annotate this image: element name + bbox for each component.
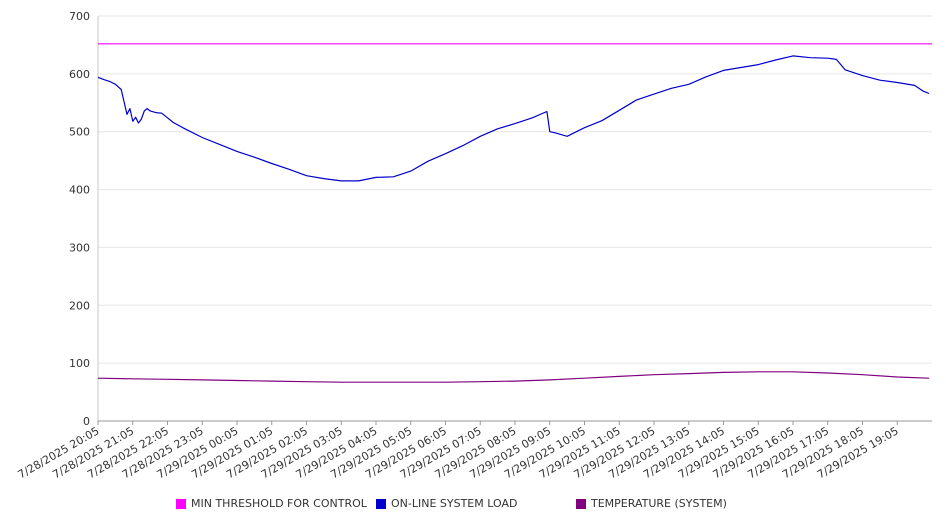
- temperature-line: [98, 372, 929, 382]
- legend-item-threshold[interactable]: MIN THRESHOLD FOR CONTROL: [176, 497, 367, 510]
- x-tick-labels: 7/28/2025 20:057/28/2025 21:057/28/2025 …: [16, 424, 901, 481]
- y-tick-label-700: 700: [69, 10, 90, 23]
- y-tick-label-0: 0: [83, 415, 90, 428]
- y-tick-label-100: 100: [69, 357, 90, 370]
- legend-label-temperature: TEMPERATURE (SYSTEM): [591, 497, 727, 510]
- legend-item-temperature[interactable]: TEMPERATURE (SYSTEM): [576, 497, 727, 510]
- system-load-line: [98, 56, 929, 181]
- y-tick-label-200: 200: [69, 299, 90, 312]
- y-tick-labels: 0 100 200 300 400 500 600 700: [69, 10, 90, 428]
- y-tick-label-500: 500: [69, 126, 90, 139]
- y-tick-label-400: 400: [69, 184, 90, 197]
- y-tick-label-300: 300: [69, 241, 90, 254]
- legend-item-system-load[interactable]: ON-LINE SYSTEM LOAD: [376, 497, 517, 510]
- y-tick-label-600: 600: [69, 68, 90, 81]
- legend-swatch-threshold: [176, 499, 186, 509]
- legend-swatch-system-load: [376, 499, 386, 509]
- series-lines: [98, 44, 932, 382]
- axes: [98, 16, 932, 425]
- chart-legend: MIN THRESHOLD FOR CONTROL ON-LINE SYSTEM…: [0, 497, 946, 515]
- legend-label-threshold: MIN THRESHOLD FOR CONTROL: [191, 497, 367, 510]
- legend-swatch-temperature: [576, 499, 586, 509]
- legend-label-system-load: ON-LINE SYSTEM LOAD: [391, 497, 517, 510]
- grid-lines: [98, 16, 932, 363]
